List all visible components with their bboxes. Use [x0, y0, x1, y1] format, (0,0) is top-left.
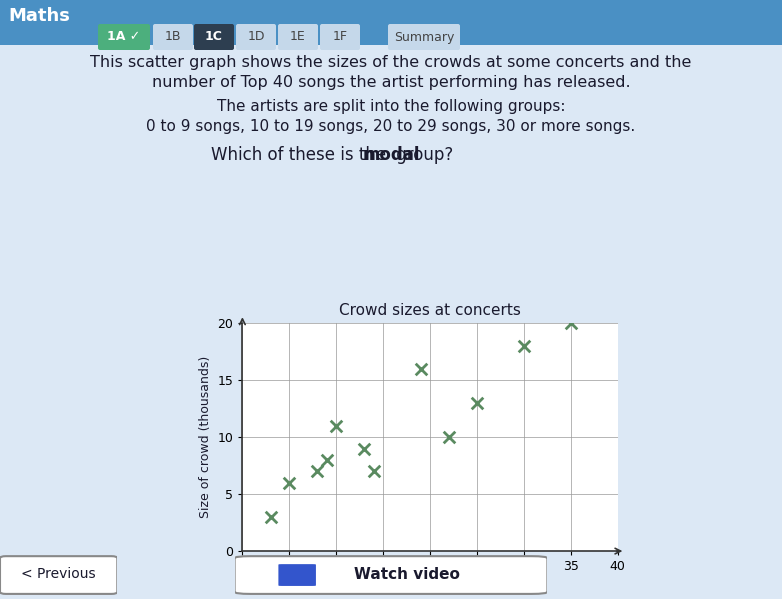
Text: 1E: 1E	[290, 31, 306, 44]
Point	[565, 319, 577, 328]
Text: 1A ✓: 1A ✓	[107, 31, 141, 44]
Text: modal: modal	[362, 146, 420, 164]
X-axis label: Number of Top 40 songs by artist: Number of Top 40 songs by artist	[326, 579, 534, 592]
Text: number of Top 40 songs the artist performing has released.: number of Top 40 songs the artist perfor…	[152, 74, 630, 89]
FancyBboxPatch shape	[388, 24, 460, 50]
Text: Watch video: Watch video	[353, 567, 460, 582]
Text: The artists are split into the following groups:: The artists are split into the following…	[217, 98, 565, 113]
Text: This scatter graph shows the sizes of the crowds at some concerts and the: This scatter graph shows the sizes of th…	[90, 55, 692, 69]
FancyBboxPatch shape	[0, 556, 117, 594]
Point	[321, 455, 333, 465]
Text: Which of these is the modal group?: Which of these is the modal group?	[244, 146, 538, 164]
Point	[283, 478, 296, 488]
Point	[443, 432, 455, 442]
Text: < Previous: < Previous	[21, 567, 96, 581]
FancyBboxPatch shape	[320, 24, 360, 50]
Point	[358, 444, 371, 453]
FancyBboxPatch shape	[98, 24, 150, 50]
Point	[414, 364, 427, 374]
Text: Summary: Summary	[394, 31, 454, 44]
Point	[264, 512, 277, 522]
Point	[311, 467, 324, 476]
Text: 1C: 1C	[205, 31, 223, 44]
Text: 1D: 1D	[247, 31, 265, 44]
Text: 1B: 1B	[165, 31, 181, 44]
Point	[330, 421, 343, 431]
Text: group?: group?	[391, 146, 454, 164]
Y-axis label: Size of crowd (thousands): Size of crowd (thousands)	[199, 356, 212, 518]
Point	[368, 467, 380, 476]
FancyBboxPatch shape	[153, 24, 193, 50]
Text: 1F: 1F	[332, 31, 347, 44]
FancyBboxPatch shape	[235, 556, 547, 594]
Text: Maths: Maths	[8, 7, 70, 25]
Point	[471, 398, 483, 408]
FancyBboxPatch shape	[278, 24, 318, 50]
FancyBboxPatch shape	[278, 564, 316, 586]
FancyBboxPatch shape	[194, 24, 234, 50]
FancyBboxPatch shape	[0, 0, 782, 45]
Point	[518, 341, 530, 351]
Title: Crowd sizes at concerts: Crowd sizes at concerts	[339, 303, 521, 318]
Text: 0 to 9 songs, 10 to 19 songs, 20 to 29 songs, 30 or more songs.: 0 to 9 songs, 10 to 19 songs, 20 to 29 s…	[146, 119, 636, 134]
FancyBboxPatch shape	[236, 24, 276, 50]
Text: modal group?: modal group?	[391, 146, 505, 164]
Text: Which of these is the: Which of these is the	[210, 146, 391, 164]
